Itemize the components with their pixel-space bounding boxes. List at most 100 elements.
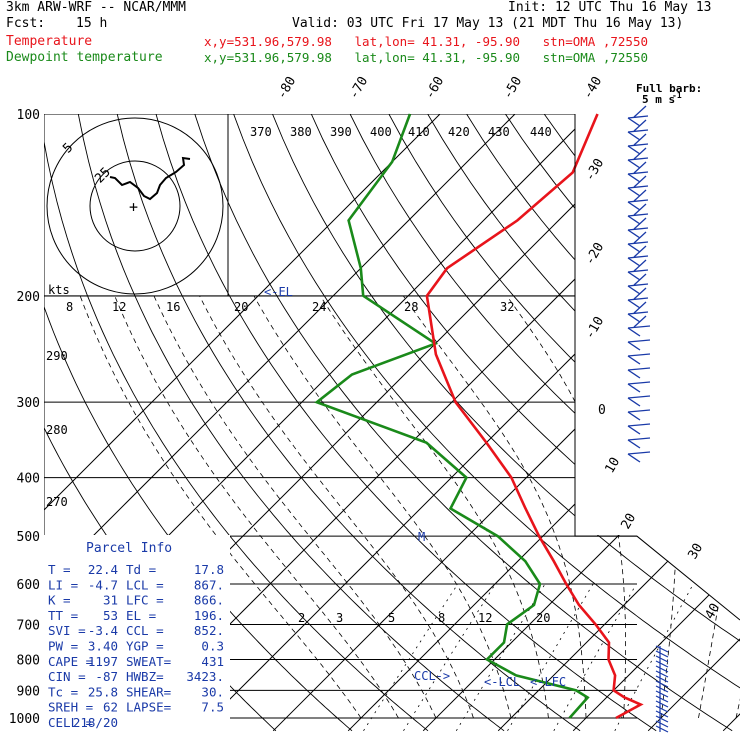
wind-barb bbox=[655, 660, 669, 668]
wind-barb bbox=[627, 287, 649, 309]
dewpoint-location: x,y=531.96,579.98 lat,lon= 41.31, -95.90… bbox=[204, 50, 649, 65]
parcel-info-panel: Parcel Info T = 22.4 Td = 17.8 LI = -4.7 LCL =… bbox=[44, 535, 230, 732]
isotherm-line bbox=[44, 114, 441, 732]
svg-text:kts: kts bbox=[48, 283, 70, 297]
wind-barb bbox=[627, 119, 649, 141]
dry-adiabat bbox=[44, 114, 429, 732]
parcel-info-value: TT = bbox=[48, 608, 78, 623]
parcel-info-value: 1197 bbox=[88, 654, 118, 669]
wind-barb bbox=[627, 161, 649, 183]
svg-text:16: 16 bbox=[166, 300, 180, 314]
pressure-label: 400 bbox=[17, 472, 40, 487]
dry-adiabat bbox=[388, 114, 740, 732]
mixing-ratio-line bbox=[455, 583, 546, 732]
pressure-label: 700 bbox=[17, 618, 40, 633]
wind-barb bbox=[655, 655, 669, 663]
wind-speed-scale: kts 8 12 16 20 24 28 32 bbox=[44, 283, 575, 314]
parcel-info-value: 3423. bbox=[186, 669, 224, 684]
mixing-ratio-line bbox=[614, 583, 694, 731]
wind-barb bbox=[627, 395, 651, 407]
init-time: Init: 12 UTC Thu 16 May 13 bbox=[508, 0, 712, 15]
svg-text:28: 28 bbox=[404, 300, 418, 314]
svg-text:12: 12 bbox=[112, 300, 126, 314]
temperature-legend: Temperature bbox=[6, 34, 93, 49]
wind-barb bbox=[627, 105, 649, 127]
isotherm-line bbox=[722, 114, 740, 732]
dry-adiabat bbox=[155, 114, 657, 732]
parcel-info-value: 867. bbox=[194, 577, 224, 592]
isotherm-label: -60 bbox=[422, 74, 447, 102]
moist-adiabat bbox=[253, 295, 512, 719]
parcel-info-value: 0.3 bbox=[201, 639, 224, 654]
mixing-ratio-line bbox=[403, 583, 496, 732]
wind-barb bbox=[627, 315, 651, 337]
parcel-info-value: CAPE = bbox=[48, 654, 93, 669]
moist-adiabat bbox=[199, 295, 474, 719]
svg-text:20: 20 bbox=[234, 300, 248, 314]
isotherm-label: -50 bbox=[500, 74, 525, 102]
wind-barb bbox=[627, 339, 651, 351]
theta-label: 390 bbox=[330, 125, 352, 139]
parcel-info-value: HWBZ= bbox=[126, 669, 164, 684]
wind-barb bbox=[655, 650, 669, 658]
dry-adiabat bbox=[349, 114, 740, 732]
dewpoint-legend: Dewpoint temperature bbox=[6, 50, 163, 65]
parcel-info-value: CIN = bbox=[48, 669, 86, 684]
parcel-info-value: 62 bbox=[103, 700, 118, 715]
level-annotation: CCL-> bbox=[414, 669, 450, 683]
pressure-label: 600 bbox=[17, 578, 40, 593]
mixing-ratio-label: 12 bbox=[478, 611, 492, 625]
parcel-info-value: SHEAR= bbox=[126, 684, 171, 699]
parcel-info-value: PW = bbox=[48, 639, 78, 654]
parcel-info-value: 17.8 bbox=[194, 562, 224, 577]
theta-label: 280 bbox=[46, 423, 68, 437]
theta-label: 290 bbox=[46, 349, 68, 363]
moist-adiabat bbox=[402, 295, 587, 718]
pressure-label: 800 bbox=[17, 653, 40, 668]
wind-barb bbox=[655, 720, 669, 728]
mixing-ratio-label: 2 bbox=[298, 611, 305, 625]
parcel-info-value: -3.4 bbox=[88, 623, 118, 638]
mixing-ratio-line bbox=[363, 583, 459, 732]
parcel-info-value: Tc = bbox=[48, 684, 78, 699]
dewpoint-profile bbox=[314, 113, 590, 719]
mixing-ratio-label: 20 bbox=[536, 611, 550, 625]
parcel-info-value: T = bbox=[48, 562, 71, 577]
isotherm-label: -80 bbox=[274, 74, 299, 102]
isotherm-line bbox=[347, 114, 740, 732]
frame-right bbox=[574, 114, 740, 621]
wind-barb bbox=[627, 367, 651, 379]
parcel-info-title: Parcel Info bbox=[86, 541, 172, 556]
moist-adiabat bbox=[114, 295, 399, 719]
parcel-info-value: SWEAT= bbox=[126, 654, 171, 669]
wind-barb bbox=[627, 217, 649, 239]
wind-barb bbox=[627, 133, 649, 155]
parcel-info-value: 31 bbox=[103, 593, 118, 608]
level-annotations: <-EL <-LCL <-LFC CCL-> M bbox=[264, 285, 566, 689]
wind-barb bbox=[627, 451, 651, 463]
forecast-hour: 15 h bbox=[76, 16, 108, 31]
wind-barb bbox=[627, 301, 649, 323]
hodograph-center-icon: + bbox=[129, 198, 138, 216]
dry-adiabat bbox=[272, 114, 740, 732]
parcel-info-value: -87 bbox=[95, 669, 118, 684]
svg-text:24: 24 bbox=[312, 300, 326, 314]
theta-label: 380 bbox=[290, 125, 312, 139]
wind-barb bbox=[627, 147, 649, 169]
isotherm-line bbox=[647, 114, 740, 732]
wind-barb bbox=[627, 381, 651, 393]
parcel-info-value: EL = bbox=[126, 608, 156, 623]
dry-adiabat bbox=[233, 114, 740, 732]
temperature-profile bbox=[425, 113, 644, 720]
parcel-info-value: 196. bbox=[194, 608, 224, 623]
hodograph-ring-outer bbox=[46, 117, 224, 295]
svg-text:-1: -1 bbox=[672, 91, 682, 100]
hodograph: 5 25 + bbox=[46, 114, 229, 296]
theta-label: 370 bbox=[250, 125, 272, 139]
pressure-label: 1000 bbox=[9, 712, 40, 727]
wind-barb bbox=[627, 409, 651, 421]
parcel-info-value: 852. bbox=[194, 623, 224, 638]
wind-barb bbox=[627, 259, 649, 281]
wind-barb bbox=[655, 695, 669, 703]
mixing-ratio-labels: 2 3 5 8 12 20 bbox=[298, 611, 550, 625]
